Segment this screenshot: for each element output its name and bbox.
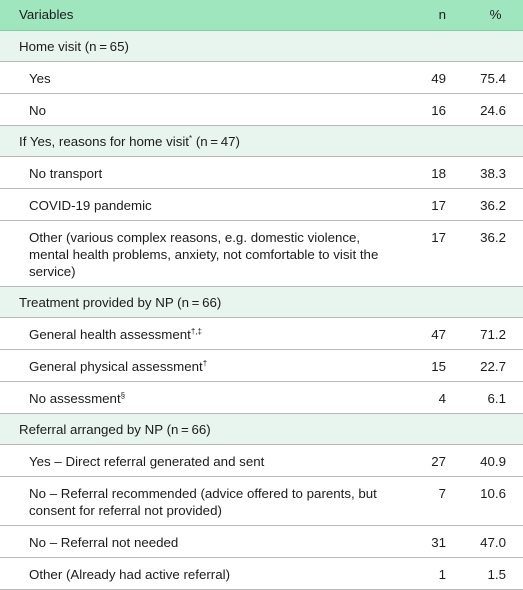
header-row: Variables n % (0, 0, 523, 31)
row-label: Other (Already had active referral) (29, 567, 231, 582)
section-label: If Yes, reasons for home visit* (n = 47) (19, 134, 240, 149)
table-row: Other (various complex reasons, e.g. dom… (0, 221, 523, 287)
table-row: Yes 49 75.4 (0, 62, 523, 94)
row-label: No (29, 103, 46, 118)
row-n: 17 (431, 230, 446, 245)
row-label: COVID-19 pandemic (29, 198, 152, 213)
section-label: Treatment provided by NP (n = 66) (19, 295, 222, 310)
section-reasons-home-visit: If Yes, reasons for home visit* (n = 47) (0, 125, 523, 157)
row-n: 15 (431, 359, 446, 374)
row-label: General health assessment†,‡ (29, 327, 202, 342)
section-label: Home visit (n = 65) (19, 39, 129, 54)
row-percent: 75.4 (480, 71, 506, 86)
table-row: General physical assessment† 15 22.7 (0, 350, 523, 382)
header-n: n (438, 7, 446, 22)
row-n: 49 (431, 71, 446, 86)
row-n: 27 (431, 454, 446, 469)
table-row: No 16 24.6 (0, 94, 523, 126)
row-label: Other (various complex reasons, e.g. dom… (29, 230, 379, 279)
table-row: No – Referral recommended (advice offere… (0, 477, 523, 526)
row-percent: 40.9 (480, 454, 506, 469)
row-n: 16 (431, 103, 446, 118)
row-label: No – Referral recommended (advice offere… (29, 486, 377, 518)
section-label: Referral arranged by NP (n = 66) (19, 422, 211, 437)
table-row: COVID-19 pandemic 17 36.2 (0, 189, 523, 221)
row-n: 31 (431, 535, 446, 550)
row-n: 1 (438, 567, 446, 582)
section-referral-arranged: Referral arranged by NP (n = 66) (0, 413, 523, 445)
row-percent: 47.0 (480, 535, 506, 550)
row-n: 4 (438, 391, 446, 406)
section-home-visit: Home visit (n = 65) (0, 30, 523, 62)
header-variables: Variables (19, 7, 74, 22)
row-percent: 22.7 (480, 359, 506, 374)
table-row: Yes – Direct referral generated and sent… (0, 445, 523, 477)
table-row: General health assessment†,‡ 47 71.2 (0, 318, 523, 350)
row-percent: 38.3 (480, 166, 506, 181)
row-percent: 10.6 (480, 486, 506, 501)
row-n: 7 (438, 486, 446, 501)
row-label: No assessment§ (29, 391, 126, 406)
header-percent: % (489, 7, 502, 22)
row-n: 47 (431, 327, 446, 342)
row-percent: 36.2 (480, 198, 506, 213)
row-n: 17 (431, 198, 446, 213)
table-row: No – Referral not needed 31 47.0 (0, 526, 523, 558)
row-percent: 6.1 (487, 391, 507, 406)
table-row: No assessment§ 4 6.1 (0, 382, 523, 414)
row-percent: 1.5 (487, 567, 507, 582)
table-row: No transport 18 38.3 (0, 157, 523, 189)
row-label: No transport (29, 166, 103, 181)
row-n: 18 (431, 166, 446, 181)
table-row: Other (Already had active referral) 1 1.… (0, 558, 523, 590)
row-percent: 71.2 (480, 327, 506, 342)
section-treatment-provided: Treatment provided by NP (n = 66) (0, 286, 523, 318)
row-label: General physical assessment† (29, 359, 208, 374)
row-percent: 36.2 (480, 230, 506, 245)
row-label: No – Referral not needed (29, 535, 179, 550)
row-label: Yes – Direct referral generated and sent (29, 454, 265, 469)
row-label: Yes (29, 71, 51, 86)
row-percent: 24.6 (480, 103, 506, 118)
